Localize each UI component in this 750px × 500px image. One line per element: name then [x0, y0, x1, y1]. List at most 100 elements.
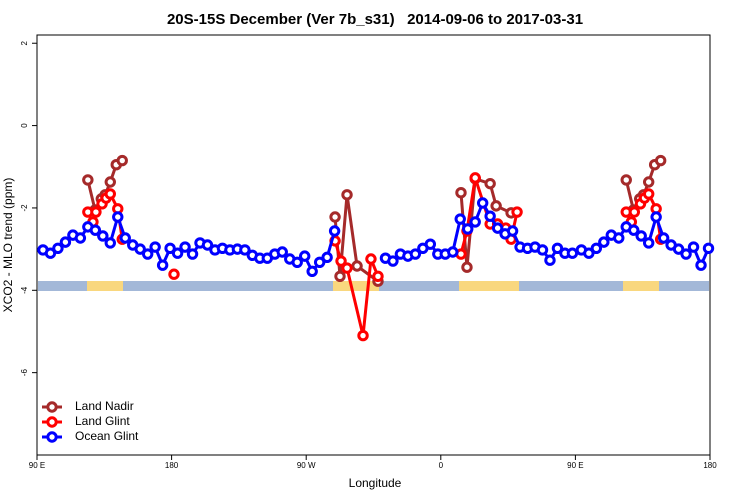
chart-title: 20S-15S December (Ver 7b_s31) 2014-09-06…	[167, 11, 583, 28]
series-point	[313, 256, 326, 268]
series-point	[511, 206, 523, 218]
series-point	[657, 232, 670, 244]
series-point	[642, 188, 655, 200]
legend-label: Land Nadir	[75, 399, 134, 413]
series-point	[695, 259, 707, 271]
series-point	[372, 270, 384, 282]
series-point	[476, 197, 489, 209]
series-point	[44, 247, 57, 259]
series-point	[687, 241, 700, 253]
series-point	[141, 248, 154, 260]
series-point	[90, 206, 102, 218]
series-point	[566, 247, 579, 259]
legend-marker	[46, 401, 58, 413]
series-point	[334, 270, 346, 282]
series-point	[635, 230, 647, 242]
series-point	[156, 259, 169, 271]
series-point	[447, 246, 459, 258]
series-point	[104, 237, 116, 249]
series-point	[335, 255, 347, 267]
legend-marker	[46, 416, 58, 428]
series-point	[613, 232, 625, 244]
series-point	[620, 174, 632, 186]
x-tick-label: 180	[165, 461, 179, 470]
series-point	[134, 243, 146, 255]
x-tick-label: 90 E	[29, 461, 45, 470]
series-point	[329, 211, 341, 223]
series-point	[59, 236, 72, 248]
series-point	[628, 206, 641, 218]
series-point	[291, 256, 303, 268]
series-point	[491, 222, 504, 234]
series-point	[544, 254, 556, 266]
legend-label: Ocean Glint	[75, 429, 139, 443]
y-axis-label: XCO2 - MLO trend (ppm)	[1, 178, 15, 313]
series-point	[168, 268, 180, 280]
series-point	[424, 238, 437, 250]
series-point	[149, 241, 161, 253]
series-point	[341, 262, 353, 274]
series-point	[536, 244, 549, 256]
series-point	[104, 176, 116, 188]
series-point	[506, 225, 519, 237]
series-point	[119, 232, 131, 244]
x-tick-label: 0	[439, 461, 444, 470]
surface-band	[38, 281, 709, 291]
series-point	[186, 248, 199, 260]
series-point	[365, 253, 377, 265]
series-point	[409, 248, 422, 260]
series-point	[672, 243, 685, 255]
series-point	[454, 213, 466, 225]
series-point	[52, 242, 64, 254]
y-tick-label: 0	[20, 123, 29, 128]
series-point	[484, 210, 496, 222]
series-point	[164, 242, 176, 254]
series-point	[680, 248, 692, 260]
series-point	[654, 154, 667, 167]
series-point	[116, 154, 128, 167]
land-band	[459, 281, 519, 291]
series-point	[276, 246, 288, 258]
series-point	[341, 189, 353, 201]
series-point	[650, 211, 662, 223]
land-band	[623, 281, 659, 291]
x-tick-label: 90 E	[567, 461, 583, 470]
series-point	[469, 216, 481, 228]
x-tick-label: 90 W	[297, 461, 316, 470]
series-point	[462, 223, 474, 235]
y-tick-label: -6	[20, 369, 29, 377]
series-point	[104, 188, 116, 200]
series-point	[179, 241, 191, 253]
series-point	[321, 251, 333, 264]
series-point	[306, 265, 318, 278]
land-band	[333, 281, 379, 291]
series-point	[82, 174, 94, 186]
legend-label: Land Glint	[75, 414, 130, 428]
series-point	[387, 255, 399, 267]
series-point	[328, 225, 341, 237]
y-tick-label: -4	[20, 286, 29, 294]
series-point	[642, 176, 655, 188]
series-point	[74, 232, 87, 244]
series-point	[201, 239, 214, 251]
y-tick-label: 2	[20, 40, 29, 45]
series-point	[112, 211, 124, 223]
series-point	[89, 224, 102, 236]
series-point	[461, 261, 473, 273]
y-tick-label: -2	[20, 204, 29, 212]
series-point	[598, 236, 610, 248]
land-band	[87, 281, 123, 291]
x-axis-label: Longitude	[349, 476, 402, 490]
series-point	[628, 224, 640, 236]
series-point	[171, 247, 184, 259]
x-tick-label: 180	[703, 461, 717, 470]
series-point	[490, 200, 502, 212]
series-point	[351, 260, 363, 272]
series-point	[239, 244, 251, 256]
series-point	[357, 329, 369, 342]
series-point	[590, 242, 603, 254]
series-point	[97, 230, 109, 242]
series-point	[484, 177, 496, 190]
series-point	[469, 172, 481, 184]
